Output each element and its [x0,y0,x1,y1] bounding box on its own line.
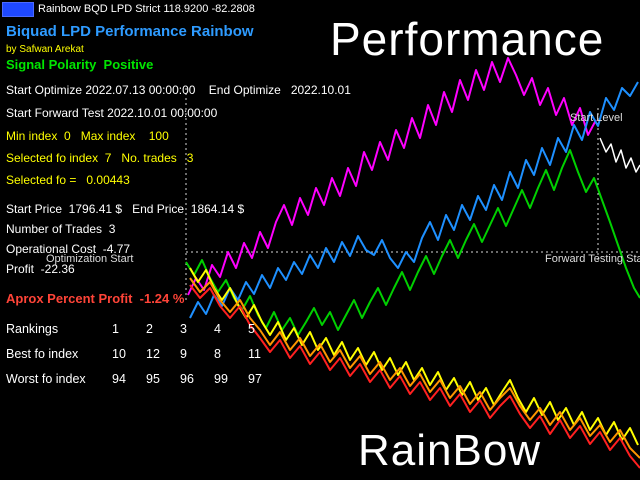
series-fo-blue [189,81,639,319]
series-forward-white [599,137,640,173]
series-fo-magenta [187,57,597,296]
series-fo-red [189,284,640,469]
series-fo-yellow [189,267,639,446]
series-fo-orange [189,277,640,459]
